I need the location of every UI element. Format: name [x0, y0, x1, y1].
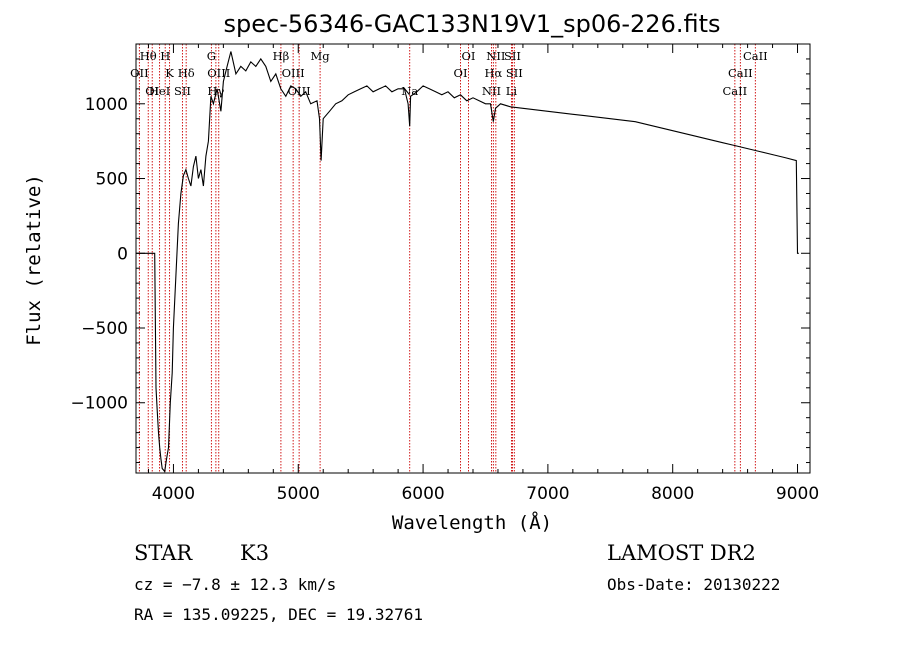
- plot-frame: [135, 43, 811, 474]
- x-tick-label: 9000: [776, 484, 819, 504]
- line-label-1: H: [160, 49, 170, 63]
- line-label-5: OI: [462, 49, 476, 63]
- line-label-7: SII: [504, 49, 521, 63]
- chart-title: spec-56346-GAC133N19V1_sp06-226.fits: [224, 10, 721, 38]
- redshift-cz: cz = −7.8 ± 12.3 km/s: [134, 575, 336, 594]
- y-tick-label: 0: [117, 244, 128, 264]
- line-label-19: HeI: [149, 84, 170, 98]
- x-tick-label: 5000: [277, 484, 320, 504]
- line-label-13: OIII: [282, 66, 305, 80]
- x-tick-label: 8000: [651, 484, 694, 504]
- line-label-23: Na: [401, 84, 418, 98]
- line-label-4: Mg: [311, 49, 331, 63]
- ra-dec: RA = 135.09225, DEC = 19.32761: [134, 605, 423, 624]
- line-label-16: SII: [506, 66, 523, 80]
- x-tick-label: 6000: [401, 484, 444, 504]
- line-label-9: OII: [130, 66, 149, 80]
- x-tick-label: 4000: [152, 484, 195, 504]
- line-label-18: OI: [145, 84, 159, 98]
- x-axis-label: Wavelength (Å): [392, 511, 552, 534]
- y-tick-label: 1000: [85, 95, 128, 115]
- survey-name: LAMOST DR2: [607, 541, 756, 565]
- spectral-line-markers: [138, 44, 756, 473]
- x-tick-label: 7000: [526, 484, 569, 504]
- spectrum-line: [136, 51, 799, 473]
- line-label-11: Hδ: [178, 66, 195, 80]
- line-label-20: SII: [174, 84, 191, 98]
- line-label-17: CaII: [728, 66, 753, 80]
- y-tick-label: 500: [96, 170, 128, 190]
- line-label-10: K: [165, 66, 174, 80]
- line-label-21: Hγ: [207, 84, 224, 98]
- line-label-15: Hα: [484, 66, 502, 80]
- line-label-6: NII: [486, 49, 505, 63]
- x-axis-ticks: 4000 5000 6000 7000 8000 9000: [147, 44, 819, 504]
- line-label-26: CaII: [722, 84, 747, 98]
- y-axis-ticks: −1000 −500 0 500 1000: [70, 43, 810, 464]
- line-label-2: G: [207, 49, 216, 63]
- line-label-14: OI: [454, 66, 468, 80]
- line-label-25: Li: [506, 84, 518, 98]
- observation-date: Obs-Date: 20130222: [607, 575, 780, 594]
- y-tick-label: −500: [81, 319, 128, 339]
- line-label-24: NII: [482, 84, 501, 98]
- line-label-0: Hθ: [140, 49, 157, 63]
- object-subclass: K3: [240, 541, 269, 565]
- object-class: STAR: [134, 541, 193, 565]
- y-axis-label: Flux (relative): [23, 174, 45, 346]
- line-label-8: CaII: [743, 49, 768, 63]
- y-tick-label: −1000: [70, 394, 128, 414]
- line-label-3: Hβ: [273, 49, 290, 63]
